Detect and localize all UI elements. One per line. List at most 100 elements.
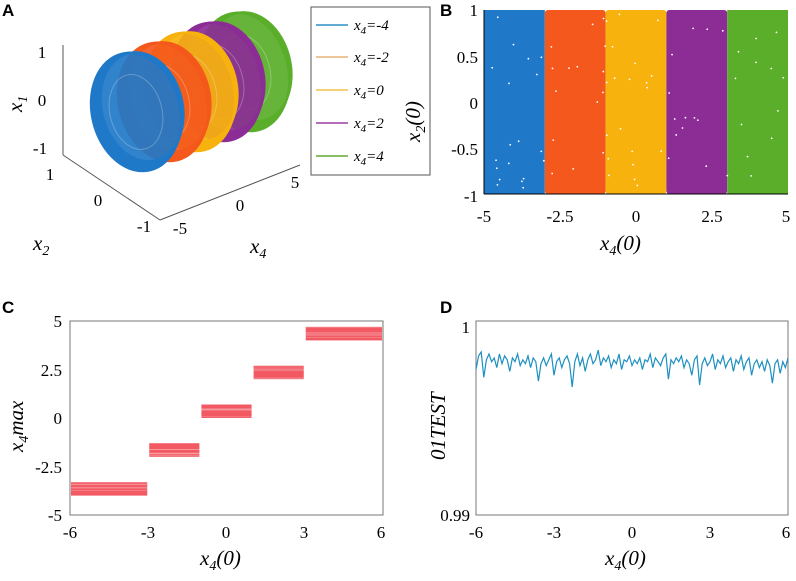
a-x2-tick-0: 1 — [46, 165, 55, 184]
c-segment-1 — [149, 443, 200, 457]
b-x-tick-2: 0 — [632, 207, 641, 226]
a-x4label: x4 — [249, 234, 266, 262]
c-x-tick-2: 0 — [222, 523, 231, 542]
b-noise-dot-20 — [602, 91, 604, 94]
b-noise-dot-7 — [634, 62, 637, 65]
b-noise-dot-32 — [675, 134, 678, 136]
b-noise-dot-69 — [628, 78, 631, 81]
b-noise-dot-58 — [770, 137, 773, 140]
panel-c: C 5 2.5 0 -2.5 -5 -6 -3 0 3 6 x4(0) x4ma… — [2, 298, 385, 574]
b-noise-dot-44 — [540, 150, 543, 153]
c-x-tick-0: -6 — [63, 523, 77, 542]
b-noise-dot-12 — [611, 45, 614, 48]
b-noise-dot-70 — [507, 162, 510, 165]
b-noise-dot-18 — [673, 118, 676, 120]
b-noise-dot-60 — [572, 168, 575, 170]
b-noise-dot-33 — [551, 172, 554, 175]
d-x-tick-2: 0 — [628, 523, 637, 542]
b-noise-dot-17 — [782, 76, 785, 79]
b-noise-dot-78 — [660, 150, 663, 153]
legend-label-4: x4=4 — [353, 149, 384, 168]
b-x-tick-3: 2.5 — [701, 207, 722, 226]
b-noise-dot-25 — [552, 139, 555, 142]
b-region-0 — [484, 10, 545, 194]
legend-entry-4: x4=4 — [316, 149, 384, 168]
d-y-tick-0: 1 — [462, 318, 471, 337]
c-segment-1-band — [149, 443, 200, 457]
panel-b-regions — [484, 10, 788, 194]
b-noise-dot-16 — [605, 20, 608, 22]
legend-label-2: x4=0 — [353, 83, 384, 102]
c-y-tick-2: 0 — [54, 409, 63, 428]
b-noise-dot-30 — [568, 67, 570, 70]
b-noise-dot-61 — [684, 116, 687, 119]
a-trajectory-0-inner — [108, 74, 164, 150]
b-noise-dot-77 — [633, 178, 636, 181]
a-zlabel: x1 — [3, 96, 31, 113]
b-noise-dot-21 — [602, 151, 604, 154]
panel-a-legend: x4=-4 x4=-2 x4=0 x4=2 x4=4 — [310, 6, 431, 176]
d-series-line — [475, 349, 789, 388]
b-noise-dot-31 — [535, 73, 538, 76]
b-noise-dot-63 — [495, 159, 497, 162]
a-x4-tick-2: 5 — [291, 173, 300, 192]
b-noise-dot-0 — [750, 174, 753, 177]
b-noise-dot-37 — [607, 157, 610, 160]
b-y-tick-2: 0 — [470, 94, 479, 113]
c-x-tick-3: 3 — [300, 523, 309, 542]
d-x-tick-1: -3 — [547, 523, 561, 542]
panel-b-noise-dots — [491, 13, 785, 189]
b-noise-dot-11 — [542, 159, 545, 162]
d-plot-frame — [475, 320, 789, 516]
b-noise-dot-2 — [755, 37, 757, 40]
c-segment-3-band — [253, 365, 304, 380]
a-x2-axis — [62, 154, 161, 221]
a-z-tick-0: 1 — [38, 43, 47, 62]
b-x-tick-0: -5 — [477, 207, 491, 226]
legend-entry-1: x4=-2 — [316, 50, 389, 69]
b-noise-dot-49 — [618, 13, 621, 16]
c-segment-2-band — [201, 404, 252, 418]
a-x2label: x2 — [32, 231, 49, 259]
a-x4-tick-0: -5 — [173, 219, 187, 238]
b-noise-dot-29 — [636, 184, 639, 187]
panel-b: B 1 0.5 0 -0.5 -1 -5 -2.5 0 2.5 5 x4(0) … — [401, 1, 790, 259]
a-z-tick-1: 0 — [38, 91, 47, 110]
panel-letter-a: A — [2, 1, 14, 20]
c-segment-0-band — [71, 482, 148, 496]
c-x-tick-4: 6 — [377, 523, 386, 542]
d-x-tick-4: 6 — [782, 523, 791, 542]
b-noise-dot-47 — [631, 150, 634, 153]
c-y-tick-1: 2.5 — [41, 361, 62, 380]
panel-letter-b: B — [440, 1, 452, 20]
legend-entry-0: x4=-4 — [316, 18, 389, 37]
b-noise-dot-1 — [508, 82, 510, 85]
b-noise-dot-57 — [613, 77, 616, 80]
c-segment-3 — [253, 365, 304, 380]
b-y-tick-3: -0.5 — [451, 140, 478, 159]
b-region-4 — [727, 10, 788, 194]
b-noise-dot-10 — [495, 167, 498, 170]
d-ylabel: 01TEST — [426, 391, 450, 460]
panel-letter-d: D — [440, 298, 452, 317]
b-noise-dot-41 — [775, 31, 778, 34]
legend-box — [310, 6, 431, 176]
legend-label-1: x4=-2 — [353, 50, 389, 69]
b-noise-dot-26 — [726, 174, 729, 177]
b-region-3 — [666, 10, 728, 194]
panel-a: A 1 0 -1 1 0 -1 -5 0 5 x1 x2 x4 x4=-4 — [2, 1, 431, 262]
b-noise-dot-27 — [746, 155, 749, 158]
b-noise-dot-15 — [512, 43, 515, 46]
legend-label-0: x4=-4 — [353, 18, 389, 37]
b-noise-dot-72 — [740, 123, 743, 126]
b-x-tick-4: 5 — [782, 207, 791, 226]
panel-a-axes — [62, 45, 301, 221]
c-segment-2 — [201, 404, 252, 418]
c-segment-0 — [71, 482, 148, 496]
b-noise-dot-5 — [522, 177, 525, 180]
b-noise-dot-9 — [576, 65, 579, 68]
c-y-tick-4: -5 — [48, 506, 62, 525]
b-noise-dot-67 — [602, 70, 605, 73]
b-noise-dot-39 — [509, 143, 512, 146]
a-trajectory-0 — [89, 51, 185, 173]
